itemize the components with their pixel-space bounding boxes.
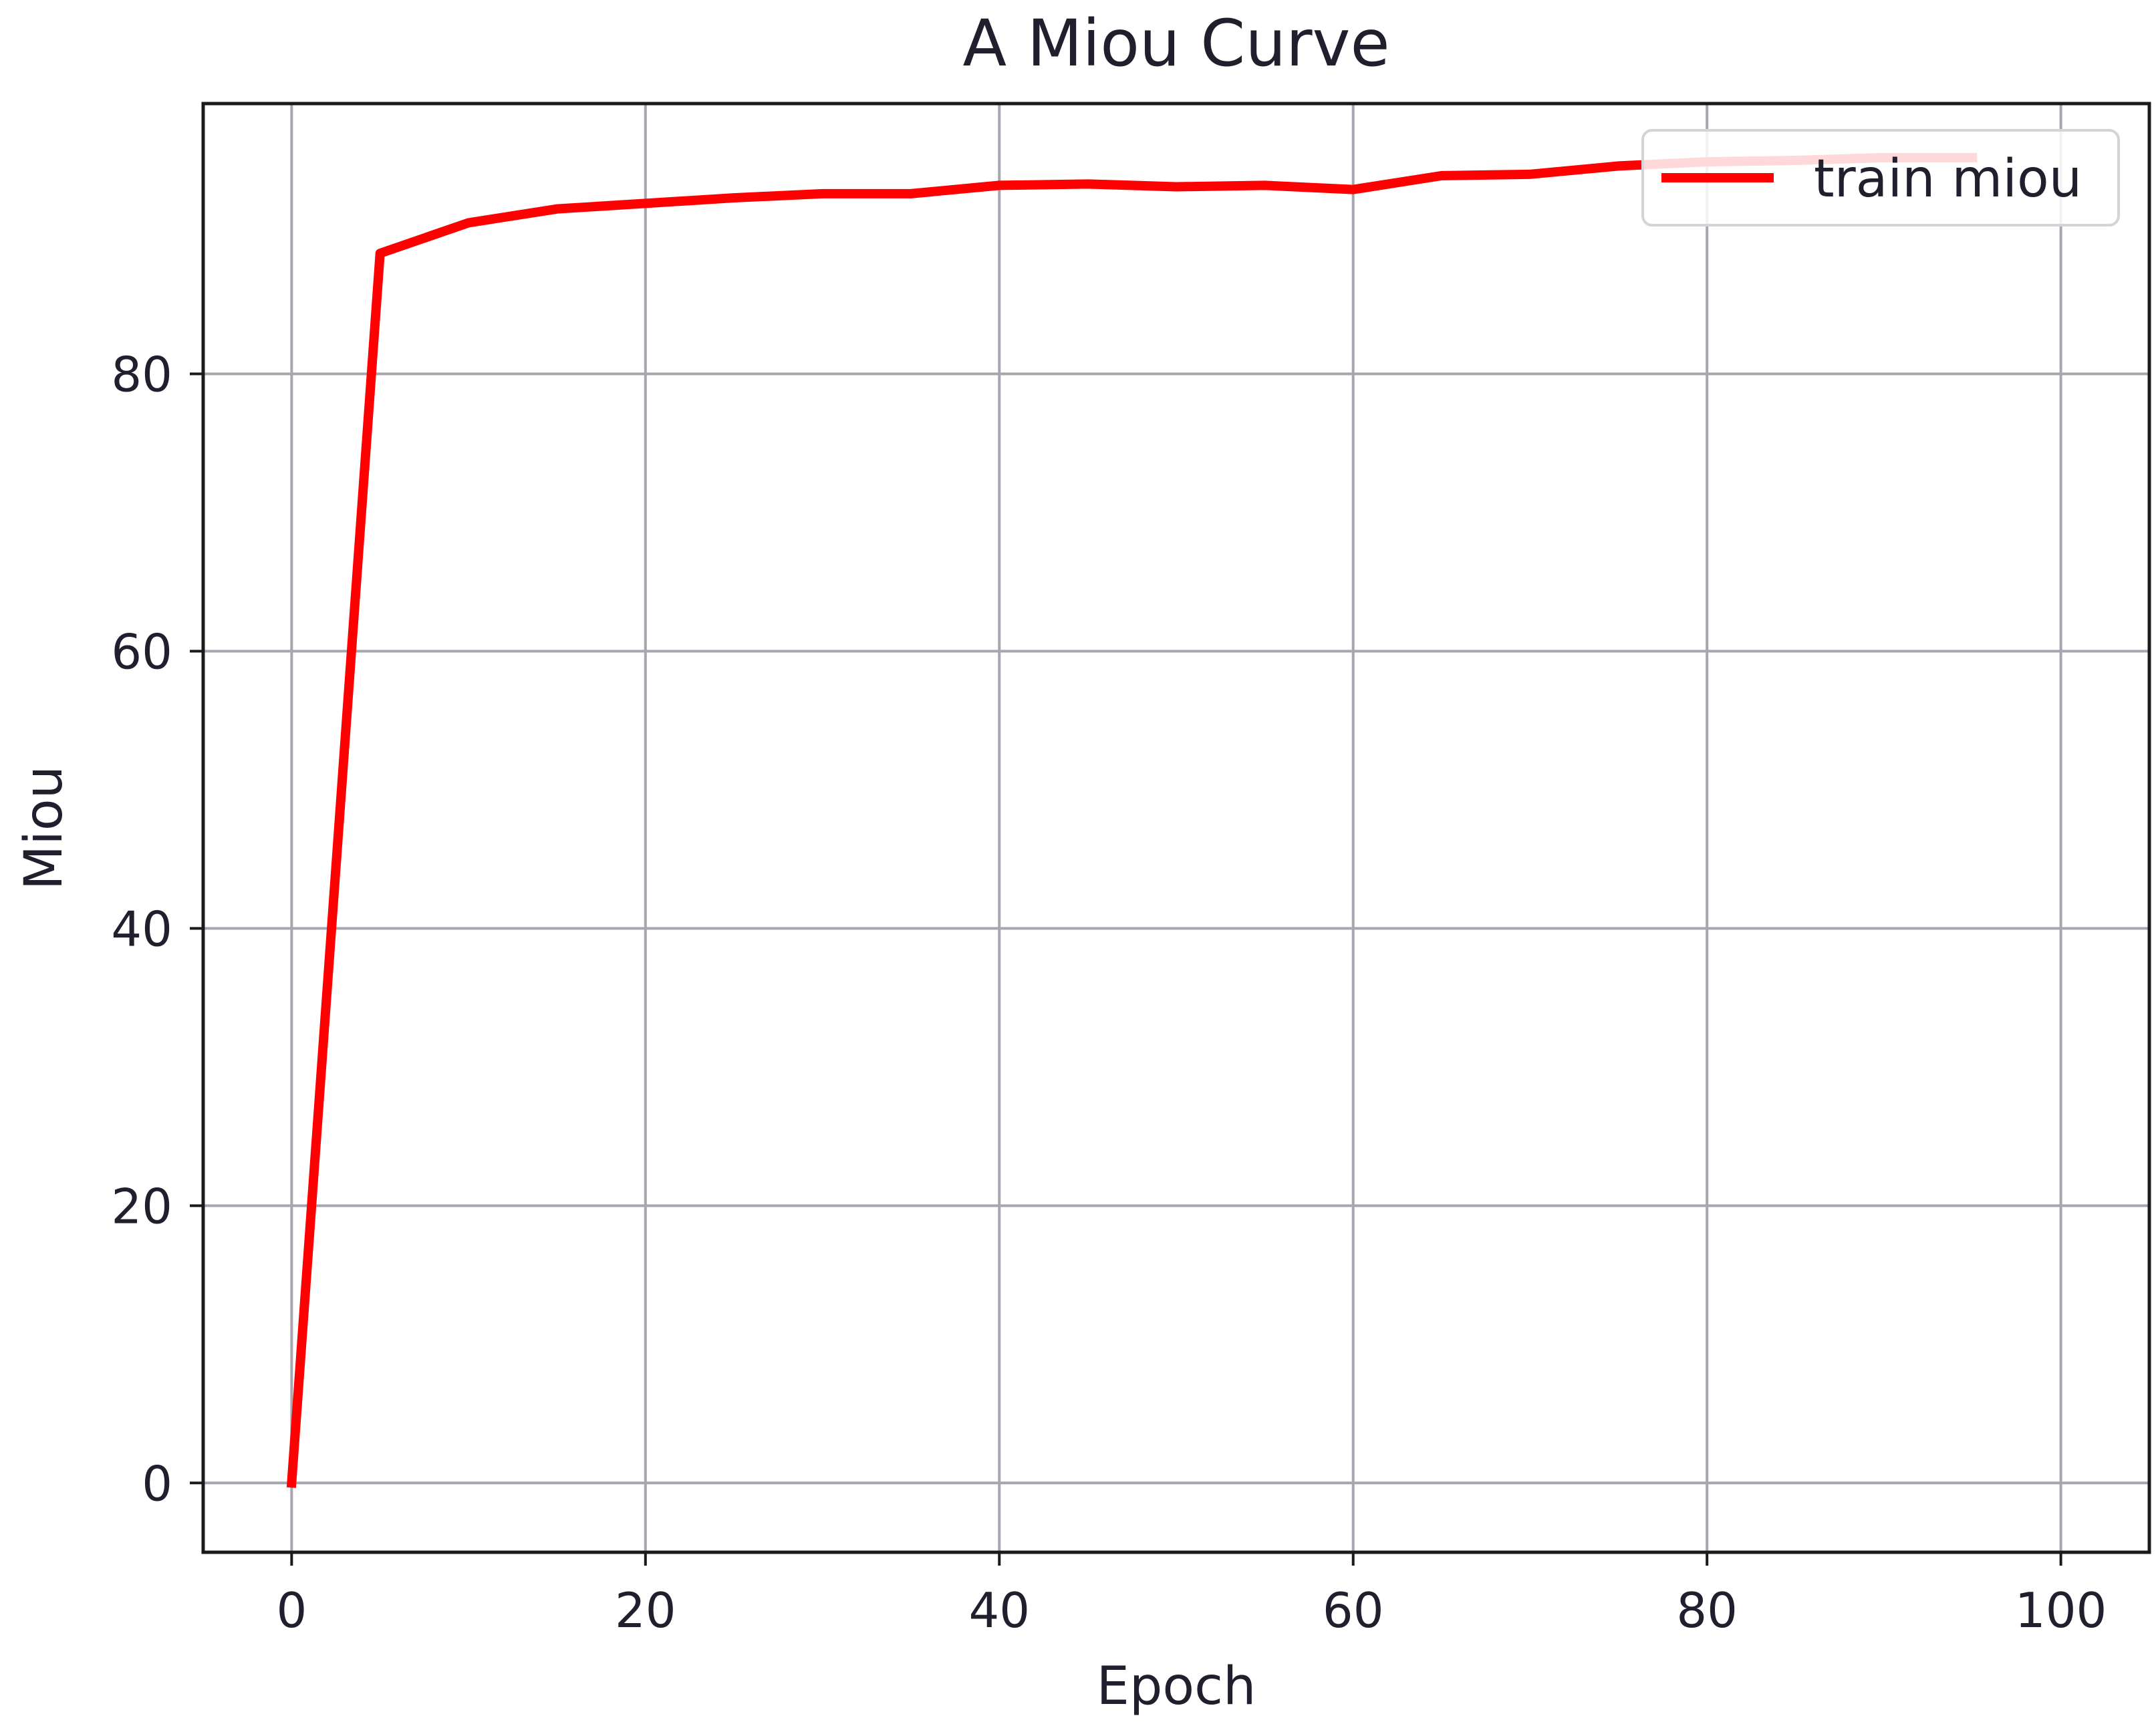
legend-box xyxy=(1641,129,2120,227)
x-tick-label: 100 xyxy=(2015,1582,2107,1638)
legend-label: train miou xyxy=(1814,149,2082,209)
y-tick-label: 80 xyxy=(111,347,172,403)
x-tick-label: 60 xyxy=(1323,1582,1384,1638)
x-axis-label: Epoch xyxy=(1097,1657,1256,1717)
y-tick-label: 40 xyxy=(111,901,172,957)
plot-frame xyxy=(201,102,2151,1554)
y-axis-label: Miou xyxy=(14,766,74,890)
x-tick-label: 80 xyxy=(1676,1582,1738,1638)
y-tick-label: 20 xyxy=(111,1178,172,1234)
y-tick-label: 60 xyxy=(111,623,172,680)
x-tick-label: 40 xyxy=(968,1582,1030,1638)
legend: train miou xyxy=(1641,129,2120,227)
chart-title: A Miou Curve xyxy=(963,6,1390,81)
y-tick-label: 0 xyxy=(142,1455,172,1512)
x-tick-label: 0 xyxy=(276,1582,307,1638)
ticks: 0 20 40 60 80 100 0 20 40 60 80 xyxy=(111,347,2107,1638)
x-tick-label: 20 xyxy=(615,1582,676,1638)
grid xyxy=(203,104,2149,1552)
